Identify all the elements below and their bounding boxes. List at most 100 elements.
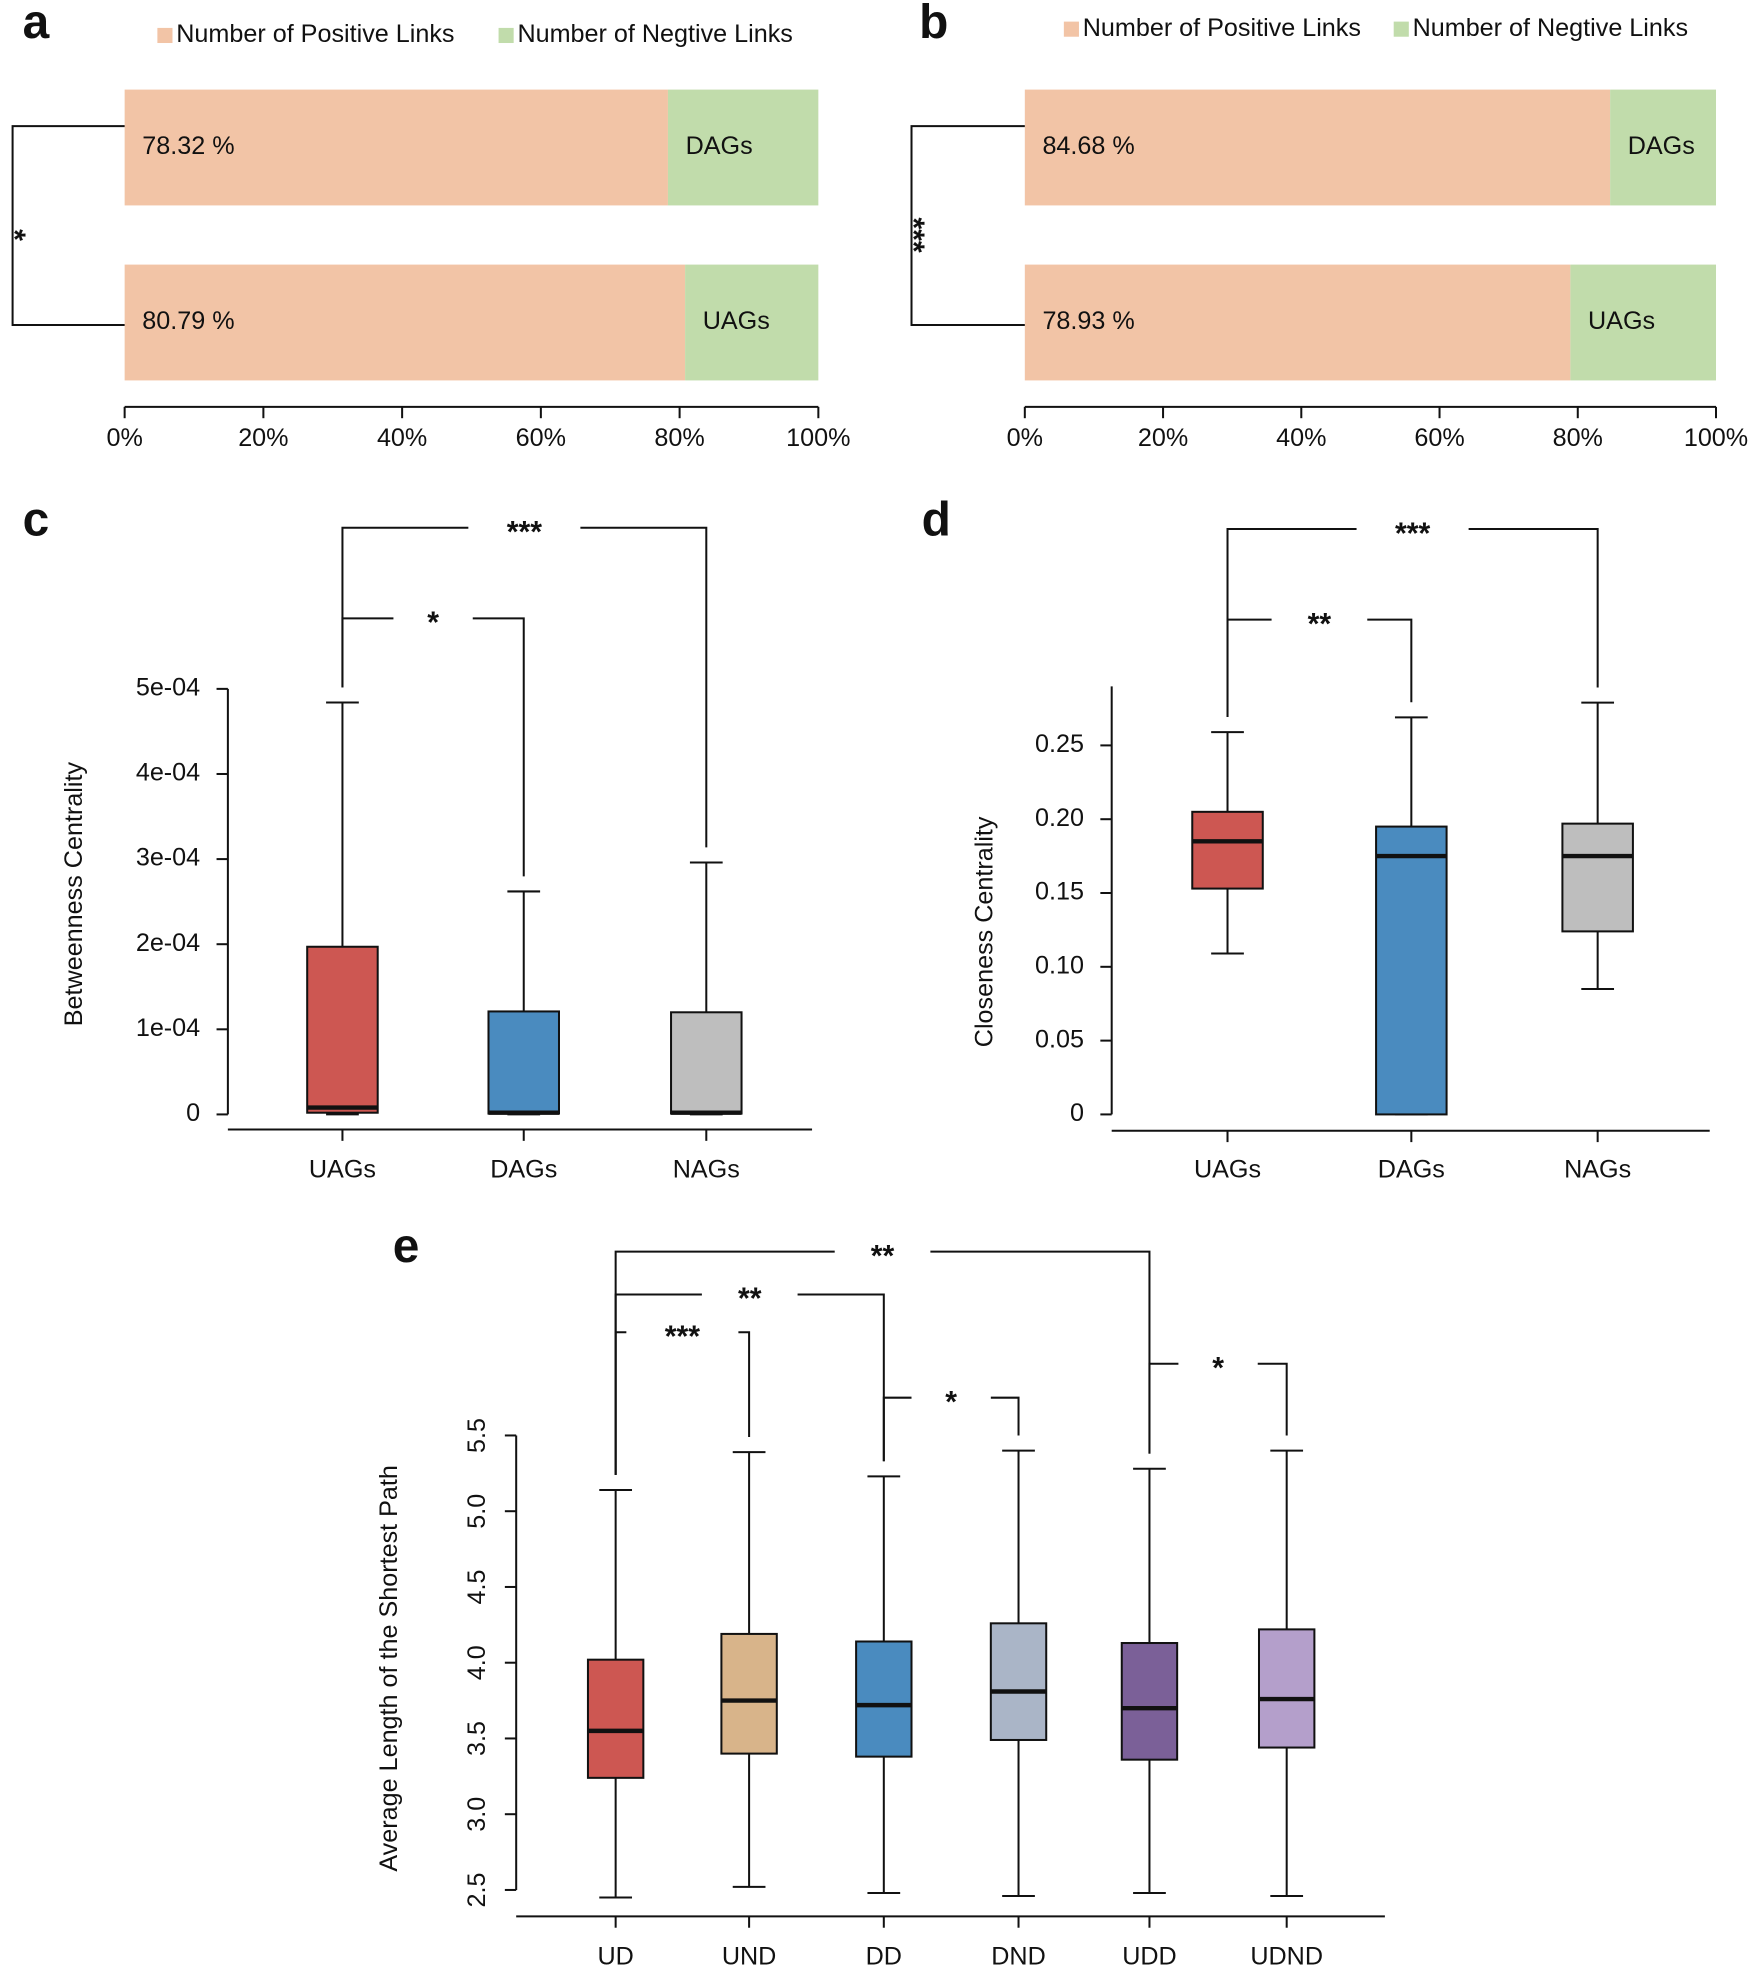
y-tick-label: 3e-04 — [136, 844, 200, 872]
y-tick-label: 2.5 — [463, 1872, 491, 1907]
significance-label: ** — [738, 1283, 762, 1316]
x-tick-label: 60% — [1414, 424, 1464, 452]
x-tick-label: 60% — [516, 424, 566, 452]
bar-segment — [1024, 264, 1571, 381]
significance-bracket — [341, 617, 525, 877]
significance-label: *** — [897, 217, 930, 253]
box — [670, 1011, 743, 1115]
y-axis-label: Average Length of the Shortest Path — [375, 1465, 403, 1872]
value-label: 78.32 % — [142, 132, 234, 160]
significance-label: *** — [665, 1321, 701, 1354]
bar-segment — [1570, 264, 1717, 381]
x-tick-label: DD — [866, 1943, 902, 1971]
x-tick-label: 0% — [1007, 424, 1043, 452]
x-tick-label: UND — [722, 1943, 777, 1971]
box — [989, 1622, 1048, 1741]
y-tick-label: 5e-04 — [136, 674, 200, 702]
significance-label: * — [427, 607, 439, 640]
significance-bracket — [1226, 618, 1413, 718]
value-label: 84.68 % — [1042, 132, 1134, 160]
x-tick-label: 80% — [1553, 424, 1603, 452]
x-tick-label: 40% — [1276, 424, 1326, 452]
y-tick-label: 3.0 — [463, 1797, 491, 1832]
x-tick-label: UAGs — [309, 1156, 376, 1184]
x-tick-label: 20% — [238, 424, 288, 452]
box — [1257, 1628, 1316, 1749]
y-tick-label: 0.05 — [1035, 1025, 1084, 1053]
bar-segment — [667, 89, 819, 206]
bar-segment — [124, 264, 686, 381]
y-tick-label: 3.5 — [463, 1721, 491, 1756]
significance-bracket — [882, 1396, 1020, 1462]
panel-label: b — [919, 0, 948, 49]
significance-label: ** — [871, 1240, 895, 1273]
significance-label: ** — [1308, 608, 1332, 641]
y-tick-label: 5.5 — [463, 1418, 491, 1453]
significance-bracket — [614, 1250, 1151, 1475]
panel-label: c — [23, 493, 50, 546]
bar-segment — [685, 264, 819, 381]
x-tick-label: UDD — [1122, 1943, 1177, 1971]
box — [306, 945, 379, 1114]
y-tick-label: 4e-04 — [136, 759, 200, 787]
legend-label: Number of Negtive Links — [1413, 14, 1688, 42]
panel-label: d — [922, 493, 951, 546]
panel-label: a — [23, 0, 50, 49]
x-tick-label: 20% — [1138, 424, 1188, 452]
value-label: 80.79 % — [142, 307, 234, 335]
box — [1561, 822, 1634, 933]
box — [1191, 810, 1264, 890]
x-tick-label: NAGs — [673, 1156, 740, 1184]
x-tick-label: 0% — [106, 424, 142, 452]
y-axis-label: Betweenness Centrality — [60, 762, 88, 1027]
significance-label: * — [0, 229, 31, 241]
x-tick-label: 80% — [654, 424, 704, 452]
y-tick-label: 0.10 — [1035, 951, 1084, 979]
box — [586, 1658, 645, 1779]
bar-segment — [1610, 89, 1717, 206]
value-label: 78.93 % — [1042, 307, 1134, 335]
legend-swatch — [1393, 21, 1409, 37]
x-tick-label: UD — [597, 1943, 633, 1971]
x-tick-label: NAGs — [1564, 1156, 1631, 1184]
y-axis-label: Closeness Centrality — [970, 816, 998, 1047]
box — [1120, 1642, 1179, 1761]
legend-swatch — [498, 27, 514, 44]
significance-label: * — [945, 1386, 957, 1419]
y-tick-label: 2e-04 — [136, 929, 200, 957]
significance-bracket — [1148, 1362, 1288, 1454]
legend-swatch — [1063, 21, 1079, 37]
bar-segment — [124, 89, 668, 206]
y-tick-label: 5.0 — [463, 1494, 491, 1529]
legend-label: Number of Positive Links — [176, 20, 454, 48]
significance-label: *** — [507, 516, 543, 549]
category-label: UAGs — [703, 307, 770, 335]
panel-label: e — [393, 1220, 420, 1273]
significance-label: * — [1212, 1352, 1224, 1385]
y-tick-label: 1e-04 — [136, 1014, 200, 1042]
bar-segment — [1024, 89, 1611, 206]
y-tick-label: 4.0 — [463, 1645, 491, 1680]
x-tick-label: 100% — [1684, 424, 1748, 452]
x-tick-label: UDND — [1250, 1943, 1323, 1971]
x-tick-label: 100% — [786, 424, 850, 452]
significance-bracket — [614, 1331, 751, 1475]
legend-swatch — [157, 27, 173, 44]
x-tick-label: UAGs — [1194, 1156, 1261, 1184]
y-tick-label: 4.5 — [463, 1569, 491, 1604]
y-tick-label: 0.15 — [1035, 878, 1084, 906]
box — [855, 1640, 913, 1758]
y-tick-label: 0 — [186, 1099, 200, 1127]
significance-bracket — [1226, 527, 1599, 718]
significance-bracket — [910, 125, 1025, 327]
legend-label: Number of Negtive Links — [517, 20, 792, 48]
y-tick-label: 0.25 — [1035, 730, 1084, 758]
category-label: DAGs — [1628, 132, 1695, 160]
box — [487, 1010, 560, 1115]
category-label: UAGs — [1588, 307, 1655, 335]
legend-label: Number of Positive Links — [1083, 14, 1361, 42]
x-tick-label: DND — [991, 1943, 1046, 1971]
significance-label: *** — [1395, 517, 1431, 550]
x-tick-label: DAGs — [490, 1156, 557, 1184]
